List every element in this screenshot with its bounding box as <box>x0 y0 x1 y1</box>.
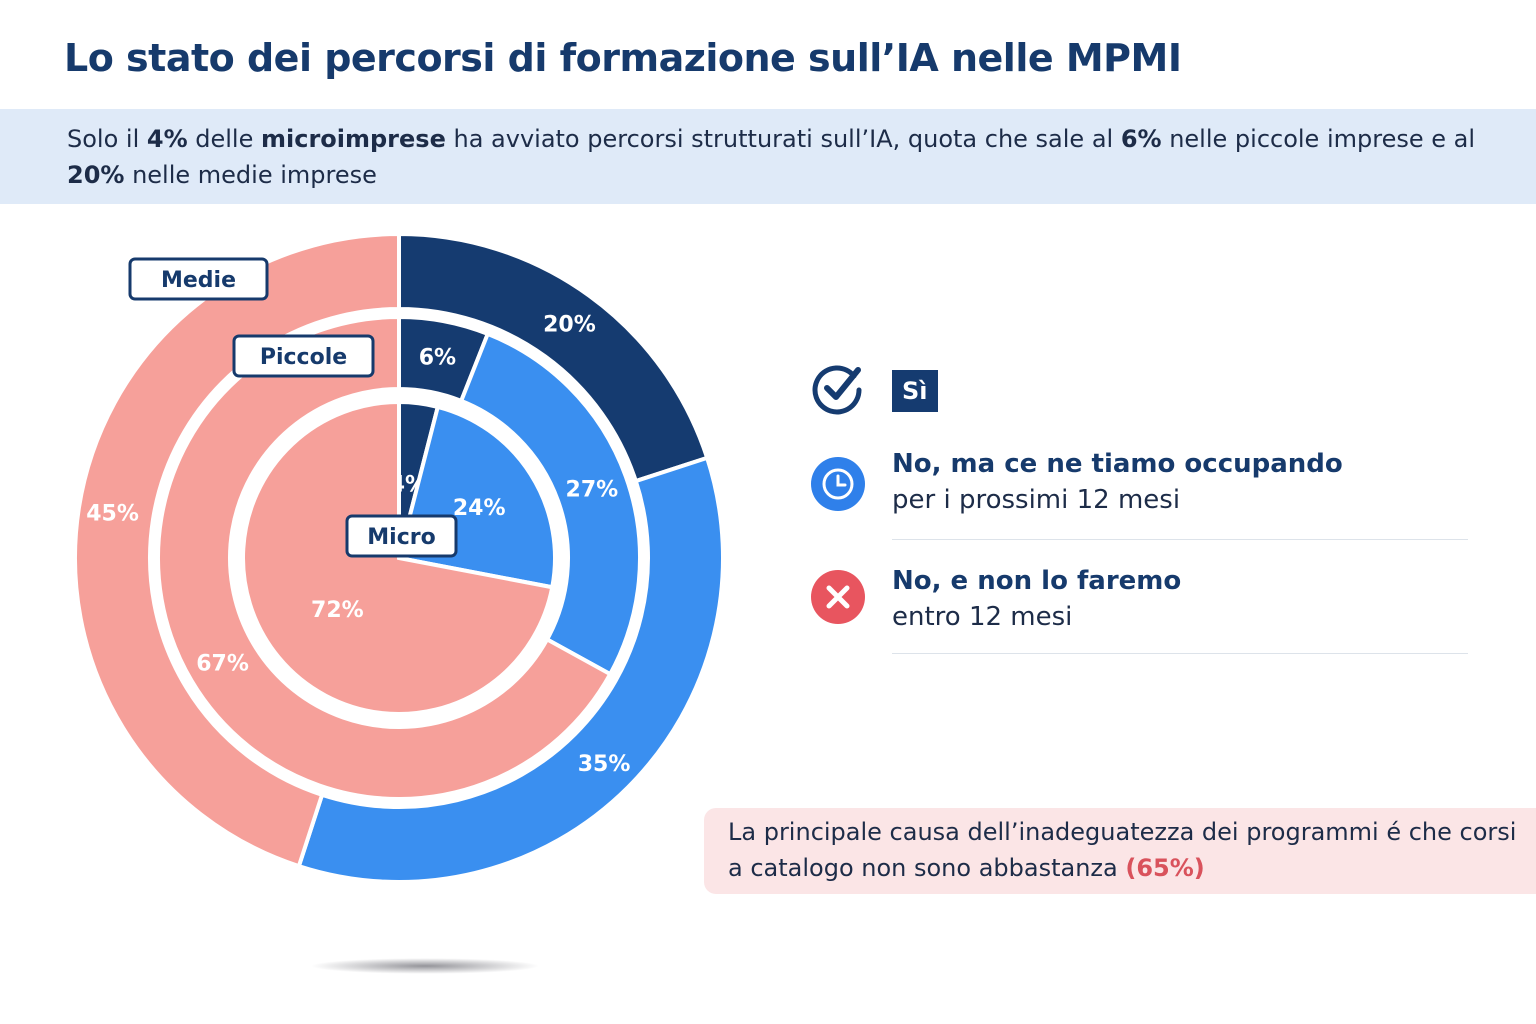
donut-label-medie-0: 20% <box>543 312 596 337</box>
ring-tag-label: Medie <box>161 268 236 293</box>
subtitle-highlight-medie-pct: 20% <box>67 161 125 189</box>
subtitle-text-1: Solo il <box>67 125 147 153</box>
ring-tag-micro: Micro <box>345 514 458 558</box>
donut-slice-piccole-1 <box>458 331 642 677</box>
legend-divider <box>892 653 1468 654</box>
subtitle-text-2: delle <box>187 125 261 153</box>
ring-tag-medie: Medie <box>128 257 269 301</box>
legend-label-no-main: No, e non lo faremo <box>892 566 1182 596</box>
note-text: La principale causa dell’inadeguatezza d… <box>728 818 1517 882</box>
donut-label-piccole-2: 67% <box>196 651 249 676</box>
page-title: Lo stato dei percorsi di formazione sull… <box>64 36 1182 80</box>
donut-label-medie-2: 45% <box>86 502 139 527</box>
check-circle-icon <box>812 365 862 415</box>
subtitle: Solo il 4% delle microimprese ha avviato… <box>67 121 1507 193</box>
clock-icon <box>811 457 865 511</box>
donut-label-micro-1: 24% <box>453 496 506 521</box>
legend-label-in-corso-sub: per i prossimi 12 mesi <box>892 485 1181 515</box>
subtitle-highlight-piccole-pct: 6% <box>1120 125 1162 153</box>
donut-slice-piccole-2 <box>156 314 613 801</box>
ring-tag-piccole: Piccole <box>232 334 375 378</box>
subtitle-text-5: nelle medie imprese <box>124 161 377 189</box>
subtitle-text-4: nelle piccole imprese e al <box>1161 125 1476 153</box>
subtitle-highlight-micro: microimprese <box>260 125 446 153</box>
subtitle-highlight-micro-pct: 4% <box>146 125 188 153</box>
donut-slice-medie-1 <box>296 455 725 884</box>
legend-label-in-corso-main: No, ma ce ne tiamo occupando <box>892 449 1343 479</box>
donut-slice-micro-2 <box>241 399 555 716</box>
subtitle-band <box>0 109 1536 204</box>
donut-label-piccole-0: 6% <box>419 346 456 371</box>
subtitle-text-3: ha avviato percorsi strutturati sull’IA,… <box>445 125 1121 153</box>
donut-slice-medie-2 <box>73 231 401 869</box>
note-percentage: (65%) <box>1125 854 1205 882</box>
x-circle-icon <box>811 570 865 624</box>
legend-label-si: Sì <box>892 370 938 412</box>
legend-label-no-sub: entro 12 mesi <box>892 602 1073 632</box>
donut-label-piccole-1: 27% <box>566 478 619 503</box>
donut-label-micro-2: 72% <box>311 598 364 623</box>
key-finding-note: La principale causa dell’inadeguatezza d… <box>704 808 1536 894</box>
decorative-shadow <box>310 958 540 974</box>
donut-label-medie-1: 35% <box>578 752 631 777</box>
ring-tag-label: Piccole <box>260 345 347 370</box>
ring-tag-label: Micro <box>367 525 435 550</box>
legend-divider <box>892 539 1468 540</box>
